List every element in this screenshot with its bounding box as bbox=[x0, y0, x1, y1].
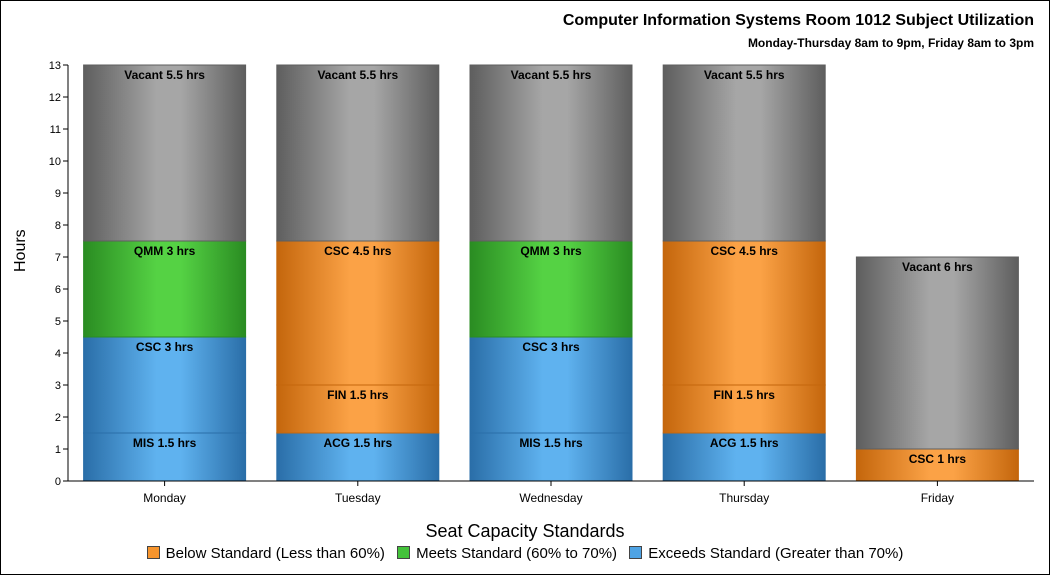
bar-segment bbox=[276, 240, 440, 386]
segment-label: QMM 3 hrs bbox=[520, 244, 582, 258]
x-tick-label: Tuesday bbox=[335, 491, 381, 505]
segment-label: CSC 4.5 hrs bbox=[711, 244, 779, 258]
y-tick-label: 13 bbox=[49, 60, 61, 72]
segment-label: MIS 1.5 hrs bbox=[519, 436, 583, 450]
y-tick-label: 12 bbox=[49, 92, 61, 104]
bar-segment bbox=[469, 240, 633, 338]
segment-label: CSC 1 hrs bbox=[909, 452, 967, 466]
y-tick-label: 1 bbox=[55, 444, 61, 456]
segment-label: Vacant 5.5 hrs bbox=[124, 68, 205, 82]
bar-segment bbox=[662, 240, 826, 386]
legend-item-meets: Meets Standard (60% to 70%) bbox=[397, 545, 617, 562]
y-tick-label: 7 bbox=[55, 252, 61, 264]
x-tick-label: Friday bbox=[921, 491, 954, 505]
segment-label: MIS 1.5 hrs bbox=[133, 436, 197, 450]
y-tick-label: 0 bbox=[55, 476, 61, 488]
legend-item-below: Below Standard (Less than 60%) bbox=[146, 544, 385, 562]
segment-label: CSC 3 hrs bbox=[136, 340, 194, 354]
bar-segment bbox=[469, 336, 633, 434]
y-tick-label: 9 bbox=[55, 188, 61, 200]
y-tick-label: 8 bbox=[55, 220, 61, 232]
bar-segment bbox=[855, 256, 1019, 450]
y-tick-label: 11 bbox=[50, 124, 61, 136]
legend-label-exceeds: Exceeds Standard (Greater than 70%) bbox=[648, 544, 904, 562]
bar-monday: MIS 1.5 hrs CSC 3 hrs QMM 3 hrs Vacant 5.5 … bbox=[83, 64, 247, 482]
bar-segment bbox=[83, 240, 247, 338]
y-tick-label: 4 bbox=[55, 348, 61, 360]
legend-label-meets: Meets Standard (60% to 70%) bbox=[416, 544, 618, 562]
segment-label: Vacant 5.5 hrs bbox=[317, 68, 398, 82]
segment-label: Vacant 5.5 hrs bbox=[704, 68, 785, 82]
segment-label: FIN 1.5 hrs bbox=[327, 388, 389, 402]
legend-swatch-meets bbox=[397, 545, 411, 559]
y-tick-label: 10 bbox=[49, 156, 61, 168]
x-tick-label: Monday bbox=[143, 491, 186, 505]
segment-label: CSC 4.5 hrs bbox=[324, 244, 392, 258]
legend-swatch-below bbox=[146, 545, 160, 559]
y-tick-label: 5 bbox=[55, 316, 61, 328]
y-tick-label: 2 bbox=[55, 412, 61, 424]
x-tick-label: Thursday bbox=[719, 491, 769, 505]
segment-label: Vacant 5.5 hrs bbox=[511, 68, 592, 82]
legend: Below Standard (Less than 60%) Meets Sta… bbox=[0, 544, 1050, 562]
bar-segment bbox=[469, 64, 633, 242]
bar-thursday: ACG 1.5 hrs FIN 1.5 hrs CSC 4.5 hrs Vacant … bbox=[662, 64, 826, 482]
bar-segment bbox=[276, 64, 440, 242]
legend-title: Seat Capacity Standards bbox=[425, 521, 625, 541]
segment-label: QMM 3 hrs bbox=[134, 244, 196, 258]
bar-tuesday: ACG 1.5 hrs FIN 1.5 hrs CSC 4.5 hrs Vacant … bbox=[276, 64, 440, 482]
bar-friday: CSC 1 hrs Vacant 6 hrs bbox=[855, 256, 1019, 482]
segment-label: ACG 1.5 hrs bbox=[323, 436, 392, 450]
y-tick-label: 3 bbox=[55, 380, 61, 392]
segment-label: CSC 3 hrs bbox=[522, 340, 580, 354]
bar-segment bbox=[83, 336, 247, 434]
legend-label-below: Below Standard (Less than 60%) bbox=[165, 544, 385, 562]
legend-swatch-exceeds bbox=[629, 545, 643, 559]
chart-subtitle: Monday-Thursday 8am to 9pm, Friday 8am t… bbox=[747, 36, 1034, 50]
chart-title: Computer Information Systems Room 1012 S… bbox=[562, 12, 1034, 29]
bar-segment bbox=[855, 448, 1019, 482]
bars-layer: MIS 1.5 hrs CSC 3 hrs QMM 3 hrs Vacant 5.5 … bbox=[83, 64, 1019, 482]
bar-segment bbox=[662, 64, 826, 242]
segment-label: FIN 1.5 hrs bbox=[714, 388, 776, 402]
legend-item-exceeds: Exceeds Standard (Greater than 70%) bbox=[629, 545, 903, 562]
bar-segment bbox=[662, 432, 826, 482]
x-tick-label: Wednesday bbox=[519, 491, 582, 505]
bar-wednesday: MIS 1.5 hrs CSC 3 hrs QMM 3 hrs Vacant 5.5 … bbox=[469, 64, 633, 482]
y-tick-label: 6 bbox=[55, 284, 61, 296]
segment-label: ACG 1.5 hrs bbox=[710, 436, 779, 450]
segment-label: Vacant 6 hrs bbox=[902, 260, 973, 274]
bar-segment bbox=[83, 64, 247, 242]
bar-segment bbox=[83, 432, 247, 482]
